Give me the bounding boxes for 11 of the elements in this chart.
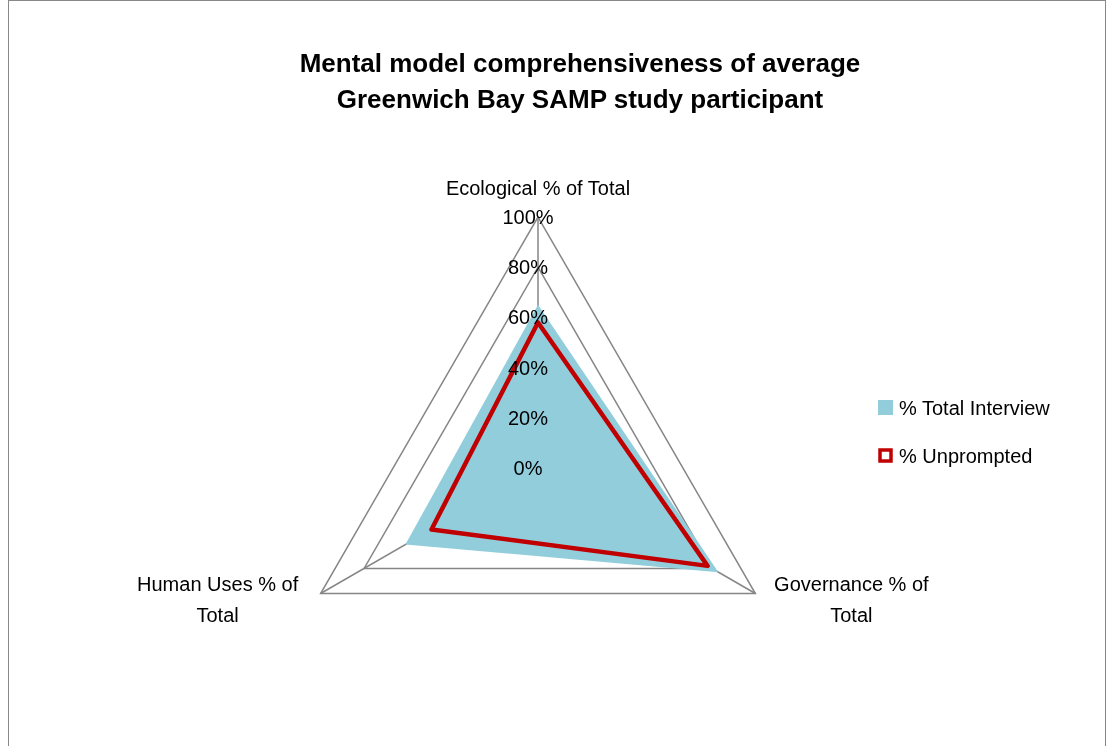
y-tick-label: 100% — [502, 206, 554, 228]
y-tick-label: 20% — [507, 406, 549, 429]
y-tick-label: 80% — [507, 256, 549, 279]
legend-label: % Total Interview — [899, 397, 1051, 419]
legend-label: % Unprompted — [899, 445, 1033, 467]
y-tick-label: 0% — [513, 457, 543, 479]
spoke-label: Governance % of Total — [774, 572, 930, 626]
y-tick-label: 60% — [507, 306, 549, 329]
spoke-label: Human Uses % of Total — [137, 572, 299, 626]
chart-title: Mental model comprehensiveness of average Greenwich Bay SAMP study participant — [299, 48, 861, 114]
spoke-label: Ecological % of Total — [445, 177, 631, 199]
